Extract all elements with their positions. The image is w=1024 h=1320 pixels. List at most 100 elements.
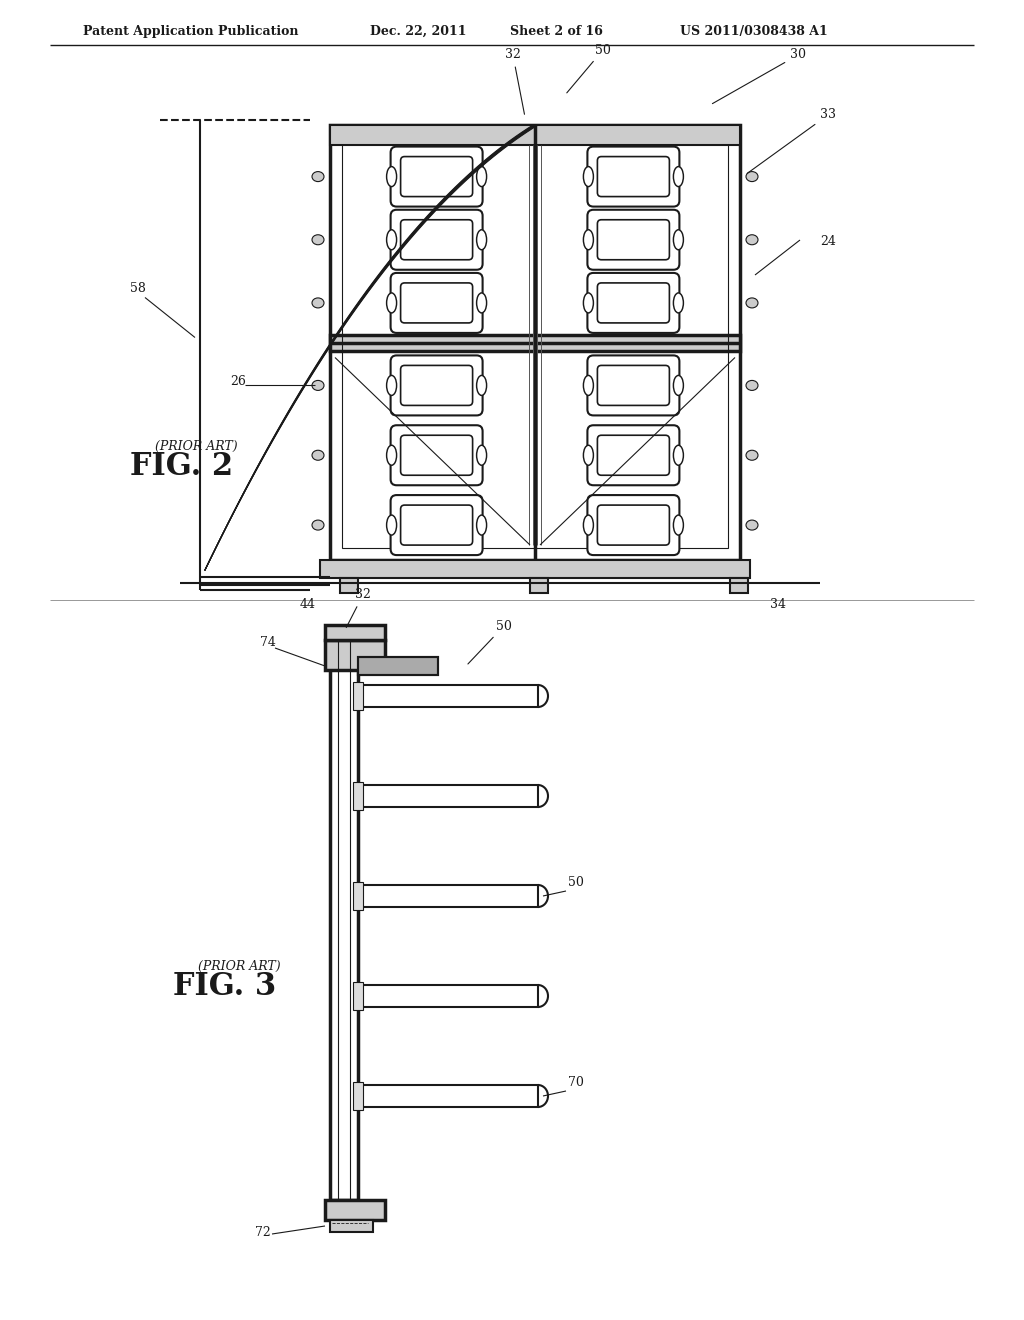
FancyBboxPatch shape (597, 506, 670, 545)
Text: 58: 58 (130, 282, 145, 296)
Bar (353, 781, 362, 810)
FancyBboxPatch shape (390, 355, 482, 416)
FancyBboxPatch shape (400, 282, 473, 323)
Text: 33: 33 (748, 108, 836, 173)
Bar (340, 578, 358, 593)
Bar (358, 985, 538, 1007)
Ellipse shape (584, 445, 593, 465)
Bar (358, 785, 538, 807)
Ellipse shape (476, 230, 486, 249)
Ellipse shape (387, 445, 396, 465)
Ellipse shape (476, 293, 486, 313)
Text: 50: 50 (567, 44, 611, 92)
Text: 34: 34 (770, 598, 786, 611)
Bar (325, 624, 385, 640)
Text: 50: 50 (568, 876, 584, 888)
FancyBboxPatch shape (588, 355, 679, 416)
Ellipse shape (584, 293, 593, 313)
FancyBboxPatch shape (597, 219, 670, 260)
Ellipse shape (584, 515, 593, 535)
Text: 26: 26 (230, 375, 246, 388)
Ellipse shape (584, 166, 593, 186)
Ellipse shape (746, 235, 758, 244)
Ellipse shape (674, 375, 683, 396)
FancyBboxPatch shape (390, 425, 482, 486)
Text: (PRIOR ART): (PRIOR ART) (155, 440, 238, 453)
Text: (PRIOR ART): (PRIOR ART) (198, 960, 281, 973)
Bar (342, 137, 728, 548)
Ellipse shape (312, 450, 324, 461)
Ellipse shape (746, 298, 758, 308)
Ellipse shape (387, 375, 396, 396)
FancyBboxPatch shape (400, 219, 473, 260)
FancyBboxPatch shape (588, 210, 679, 269)
Text: Patent Application Publication: Patent Application Publication (83, 25, 299, 38)
Text: 70: 70 (568, 1076, 584, 1089)
FancyBboxPatch shape (597, 366, 670, 405)
Ellipse shape (674, 230, 683, 249)
FancyBboxPatch shape (390, 273, 482, 333)
Text: Dec. 22, 2011: Dec. 22, 2011 (370, 25, 467, 38)
Ellipse shape (674, 515, 683, 535)
Ellipse shape (312, 520, 324, 531)
Bar (325, 1200, 385, 1220)
Text: Sheet 2 of 16: Sheet 2 of 16 (510, 25, 603, 38)
FancyBboxPatch shape (390, 210, 482, 269)
Ellipse shape (746, 450, 758, 461)
Bar (330, 125, 740, 145)
Ellipse shape (584, 375, 593, 396)
Ellipse shape (312, 380, 324, 391)
Text: 74: 74 (260, 636, 275, 649)
FancyBboxPatch shape (400, 366, 473, 405)
Ellipse shape (387, 166, 396, 186)
Text: 32: 32 (505, 49, 524, 115)
FancyBboxPatch shape (597, 282, 670, 323)
Ellipse shape (312, 235, 324, 244)
Bar (353, 682, 362, 710)
Ellipse shape (584, 230, 593, 249)
Ellipse shape (746, 520, 758, 531)
Ellipse shape (312, 298, 324, 308)
Ellipse shape (674, 293, 683, 313)
Bar (530, 578, 548, 593)
Ellipse shape (476, 166, 486, 186)
Text: FIG. 3: FIG. 3 (173, 972, 276, 1002)
Bar (353, 1082, 362, 1110)
Ellipse shape (476, 375, 486, 396)
Bar (330, 125, 740, 560)
Text: FIG. 2: FIG. 2 (130, 451, 233, 482)
Bar (358, 685, 538, 708)
Text: 30: 30 (713, 49, 806, 104)
Ellipse shape (674, 445, 683, 465)
Ellipse shape (387, 515, 396, 535)
Ellipse shape (476, 515, 486, 535)
Bar (325, 640, 385, 671)
Bar (330, 334, 740, 351)
Bar (358, 657, 438, 675)
Ellipse shape (387, 293, 396, 313)
Bar (358, 1085, 538, 1107)
FancyBboxPatch shape (588, 495, 679, 556)
Text: 32: 32 (346, 589, 371, 627)
FancyBboxPatch shape (597, 157, 670, 197)
Bar (730, 578, 748, 593)
Text: 24: 24 (820, 235, 836, 248)
Ellipse shape (476, 445, 486, 465)
Bar (330, 1220, 373, 1232)
FancyBboxPatch shape (588, 425, 679, 486)
Text: 50: 50 (468, 619, 512, 664)
FancyBboxPatch shape (390, 147, 482, 207)
Bar (353, 982, 362, 1010)
Ellipse shape (387, 230, 396, 249)
FancyBboxPatch shape (400, 436, 473, 475)
Text: US 2011/0308438 A1: US 2011/0308438 A1 (680, 25, 827, 38)
Ellipse shape (746, 172, 758, 182)
Bar (358, 657, 438, 675)
Bar (358, 884, 538, 907)
Text: 44: 44 (300, 598, 316, 611)
Ellipse shape (674, 166, 683, 186)
Text: 72: 72 (255, 1226, 270, 1239)
FancyBboxPatch shape (588, 147, 679, 207)
FancyBboxPatch shape (400, 506, 473, 545)
FancyBboxPatch shape (588, 273, 679, 333)
